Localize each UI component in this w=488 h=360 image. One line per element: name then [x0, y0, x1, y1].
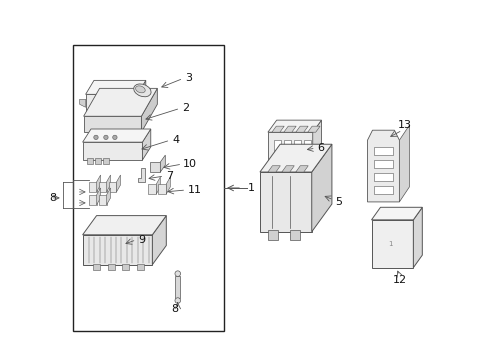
Polygon shape — [260, 172, 311, 232]
Bar — [94, 158, 101, 164]
Text: 2: 2 — [182, 103, 189, 113]
Polygon shape — [312, 120, 321, 160]
Polygon shape — [267, 166, 280, 172]
Polygon shape — [267, 132, 312, 160]
Bar — [273, 140, 280, 154]
Polygon shape — [116, 175, 120, 192]
Polygon shape — [88, 195, 96, 205]
Bar — [373, 160, 393, 168]
Polygon shape — [96, 175, 101, 192]
Bar — [303, 140, 310, 154]
Polygon shape — [156, 177, 160, 194]
Bar — [289, 230, 299, 240]
Polygon shape — [307, 126, 320, 132]
Text: 11: 11 — [188, 185, 202, 195]
Polygon shape — [160, 155, 165, 172]
Polygon shape — [99, 182, 106, 192]
Text: 1: 1 — [247, 183, 254, 193]
Polygon shape — [267, 120, 321, 132]
Polygon shape — [283, 126, 296, 132]
Text: 13: 13 — [397, 120, 410, 130]
Text: 9: 9 — [138, 235, 145, 245]
Ellipse shape — [133, 84, 151, 97]
Polygon shape — [141, 88, 157, 132]
Polygon shape — [138, 168, 145, 182]
Bar — [107, 264, 114, 270]
Circle shape — [175, 298, 180, 303]
Bar — [373, 173, 393, 181]
Bar — [373, 186, 393, 194]
Circle shape — [175, 271, 180, 276]
Text: 8: 8 — [171, 305, 179, 315]
Ellipse shape — [135, 86, 145, 93]
Bar — [73, 45, 224, 332]
Polygon shape — [271, 126, 284, 132]
Polygon shape — [150, 162, 160, 172]
Text: 8: 8 — [49, 193, 56, 203]
Polygon shape — [106, 188, 110, 205]
Polygon shape — [80, 99, 85, 107]
Polygon shape — [367, 130, 399, 202]
Bar — [102, 158, 109, 164]
Polygon shape — [88, 182, 96, 192]
Polygon shape — [371, 207, 422, 220]
Bar — [92, 264, 100, 270]
Polygon shape — [96, 188, 101, 205]
Text: 10: 10 — [183, 159, 197, 169]
Polygon shape — [106, 175, 110, 192]
Polygon shape — [82, 216, 166, 235]
Text: 12: 12 — [391, 275, 406, 285]
Text: 5: 5 — [335, 197, 342, 207]
Polygon shape — [108, 182, 116, 192]
Bar — [86, 158, 93, 164]
Polygon shape — [412, 207, 422, 268]
Bar — [95, 98, 110, 108]
Polygon shape — [85, 94, 137, 112]
Polygon shape — [82, 235, 152, 265]
Text: 6: 6 — [317, 143, 324, 153]
Text: 7: 7 — [166, 171, 173, 181]
Text: 1: 1 — [387, 241, 392, 247]
Polygon shape — [295, 126, 307, 132]
Polygon shape — [166, 177, 170, 194]
Text: 4: 4 — [172, 135, 179, 145]
Polygon shape — [295, 166, 307, 172]
Polygon shape — [148, 184, 156, 194]
Bar — [122, 264, 129, 270]
Polygon shape — [260, 144, 331, 172]
Polygon shape — [311, 144, 331, 232]
Polygon shape — [281, 166, 294, 172]
Bar — [267, 230, 277, 240]
Polygon shape — [152, 216, 166, 265]
Polygon shape — [82, 129, 150, 142]
Polygon shape — [99, 195, 106, 205]
Circle shape — [94, 135, 98, 140]
Polygon shape — [83, 88, 157, 116]
Text: 3: 3 — [185, 73, 192, 84]
Bar — [293, 140, 300, 154]
Circle shape — [103, 135, 108, 140]
Polygon shape — [371, 220, 412, 268]
Bar — [283, 140, 290, 154]
Polygon shape — [82, 142, 142, 160]
Polygon shape — [83, 116, 141, 132]
Bar — [175, 276, 180, 298]
Polygon shape — [85, 80, 145, 94]
Polygon shape — [158, 184, 166, 194]
Circle shape — [112, 135, 117, 140]
Polygon shape — [399, 125, 408, 202]
Bar — [137, 264, 144, 270]
Bar — [373, 147, 393, 155]
Polygon shape — [142, 129, 150, 160]
Polygon shape — [137, 80, 145, 112]
